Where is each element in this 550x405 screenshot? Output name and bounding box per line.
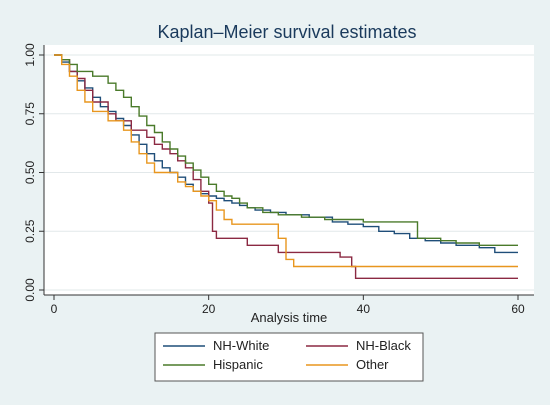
legend: NH-White NH-Black Hispanic Other [154, 332, 424, 382]
axes [43, 45, 534, 296]
y-axis-ticks: 0.00 0.25 0.50 0.75 1.00 [23, 43, 44, 302]
gridlines [44, 54, 534, 291]
x-axis-title: Analysis time [251, 310, 328, 325]
legend-label-hispanic: Hispanic [213, 357, 263, 372]
x-axis-ticks: 0 20 40 60 [51, 295, 525, 316]
plot-area [44, 45, 534, 295]
x-tick-label-3: 60 [511, 302, 525, 316]
legend-box [154, 332, 424, 382]
y-tick-label-1: 0.25 [23, 219, 37, 243]
legend-label-nh-white: NH-White [213, 338, 269, 353]
chart-title: Kaplan–Meier survival estimates [157, 22, 416, 42]
series-line-hispanic [54, 54, 518, 246]
legend-label-nh-black: NH-Black [356, 338, 411, 353]
x-tick-label-0: 0 [51, 302, 58, 316]
series-line-other [54, 54, 518, 268]
x-tick-label-2: 40 [357, 302, 371, 316]
series-line-nh-black [54, 54, 518, 279]
y-tick-label-0: 0.00 [23, 278, 37, 302]
y-tick-label-3: 0.75 [23, 102, 37, 126]
series-lines [54, 54, 518, 279]
legend-label-other: Other [356, 357, 389, 372]
y-tick-label-4: 1.00 [23, 43, 37, 67]
x-tick-label-1: 20 [202, 302, 216, 316]
y-tick-label-2: 0.50 [23, 160, 37, 184]
